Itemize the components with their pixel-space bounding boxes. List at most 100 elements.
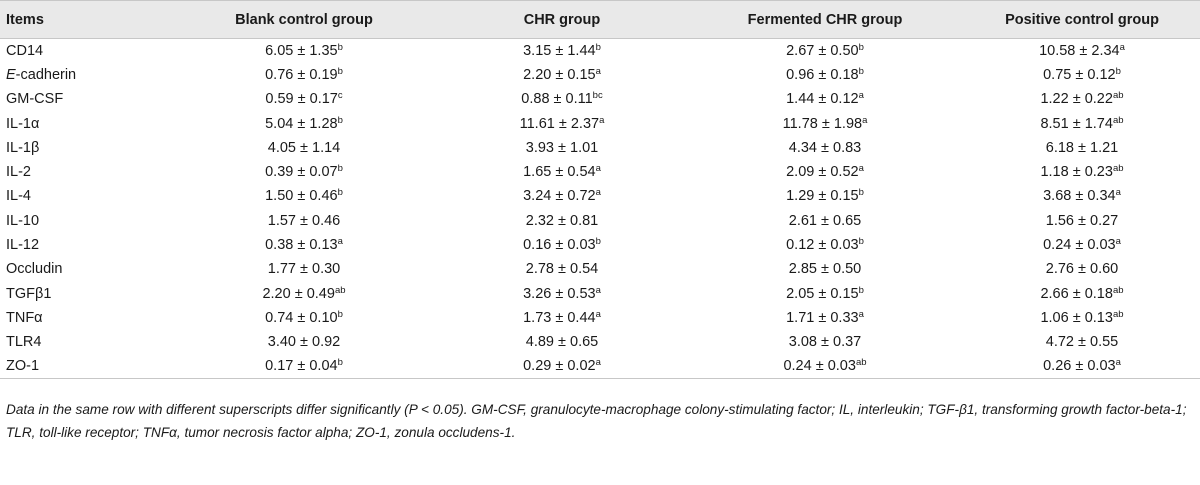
significance-superscript: a	[595, 163, 601, 175]
mean-sd-value: 1.71 ± 0.33	[786, 309, 859, 326]
mean-sd-value: 1.57 ± 0.46	[267, 212, 341, 229]
item-text: IL-12	[6, 237, 40, 254]
data-table: Items Blank control group CHR group Ferm…	[0, 0, 1200, 380]
mean-sd-value: 3.93 ± 1.01	[525, 139, 599, 156]
mean-sd-value: 0.24 ± 0.03	[1043, 237, 1116, 254]
significance-superscript: b	[337, 187, 343, 199]
mean-sd-value: 11.61 ± 2.37	[519, 115, 600, 132]
item-text: Occludin	[6, 261, 63, 278]
significance-superscript: b	[337, 114, 343, 126]
mean-sd-value: 1.22 ± 0.22	[1040, 91, 1113, 108]
significance-superscript: ab	[1112, 308, 1124, 320]
item-text: ZO-1	[6, 358, 40, 375]
mean-sd-value: 1.44 ± 0.12	[786, 91, 859, 108]
significance-superscript: b	[337, 41, 343, 53]
mean-sd-value: 2.76 ± 0.60	[1045, 261, 1119, 278]
mean-sd-value: 1.29 ± 0.15	[786, 188, 859, 205]
row-item-label: IL-10	[0, 209, 170, 233]
table-body: CD14 6.05 ± 1.35b 3.15 ± 1.44b 2.67 ± 0.50b…	[0, 39, 1200, 380]
value-cell: 3.08 ± 0.37	[686, 330, 964, 354]
table-row: IL-1β 4.05 ± 1.14 3.93 ± 1.01 4.34 ± 0.83 6.…	[0, 136, 1200, 160]
significance-superscript: a	[595, 284, 601, 296]
value-cell: 1.57 ± 0.46	[170, 209, 438, 233]
mean-sd-value: 2.20 ± 0.15	[523, 66, 596, 83]
mean-sd-value: 1.06 ± 0.13	[1040, 309, 1113, 326]
significance-superscript: b	[337, 308, 343, 320]
row-item-label: ZO-1	[0, 354, 170, 380]
significance-superscript: a	[1115, 236, 1121, 248]
mean-sd-value: 0.59 ± 0.17	[265, 91, 338, 108]
item-italic-part: E	[6, 66, 16, 83]
value-cell: 3.15 ± 1.44b	[438, 39, 686, 63]
value-cell: 1.71 ± 0.33a	[686, 306, 964, 330]
value-cell: 2.67 ± 0.50b	[686, 39, 964, 63]
significance-superscript: ab	[1112, 284, 1124, 296]
significance-superscript: a	[1115, 187, 1121, 199]
table-row: IL-10 1.57 ± 0.46 2.32 ± 0.81 2.61 ± 0.65 1.…	[0, 209, 1200, 233]
table-row: TLR4 3.40 ± 0.92 4.89 ± 0.65 3.08 ± 0.37 4.7…	[0, 330, 1200, 354]
item-text: TGFβ1	[6, 285, 52, 302]
significance-superscript: c	[337, 90, 343, 102]
value-cell: 2.66 ± 0.18ab	[964, 281, 1200, 305]
mean-sd-value: 0.76 ± 0.19	[265, 66, 338, 83]
mean-sd-value: 1.56 ± 0.27	[1045, 212, 1119, 229]
value-cell: 1.50 ± 0.46b	[170, 184, 438, 208]
mean-sd-value: 0.12 ± 0.03	[786, 237, 859, 254]
mean-sd-value: 0.17 ± 0.04	[265, 358, 338, 375]
significance-superscript: b	[1115, 65, 1121, 77]
row-item-label: TNFα	[0, 306, 170, 330]
value-cell: 0.17 ± 0.04b	[170, 354, 438, 380]
value-cell: 1.29 ± 0.15b	[686, 184, 964, 208]
value-cell: 0.12 ± 0.03b	[686, 233, 964, 257]
mean-sd-value: 2.85 ± 0.50	[788, 261, 862, 278]
mean-sd-value: 11.78 ± 1.98	[782, 115, 863, 132]
table-row: IL-2 0.39 ± 0.07b 1.65 ± 0.54a 2.09 ± 0.52a…	[0, 160, 1200, 184]
row-item-label: CD14	[0, 39, 170, 63]
mean-sd-value: 2.05 ± 0.15	[786, 285, 859, 302]
row-item-label: Occludin	[0, 257, 170, 281]
item-text: CD14	[6, 42, 44, 59]
mean-sd-value: 1.73 ± 0.44	[523, 309, 596, 326]
mean-sd-value: 4.34 ± 0.83	[788, 139, 862, 156]
table-row: IL-4 1.50 ± 0.46b 3.24 ± 0.72a 1.29 ± 0.15b…	[0, 184, 1200, 208]
value-cell: 8.51 ± 1.74ab	[964, 111, 1200, 135]
mean-sd-value: 2.09 ± 0.52	[786, 164, 859, 181]
significance-superscript: a	[1115, 357, 1121, 369]
row-item-label: E-cadherin	[0, 63, 170, 87]
value-cell: 0.75 ± 0.12b	[964, 63, 1200, 87]
value-cell: 6.05 ± 1.35b	[170, 39, 438, 63]
value-cell: 1.73 ± 0.44a	[438, 306, 686, 330]
value-cell: 11.78 ± 1.98a	[686, 111, 964, 135]
mean-sd-value: 2.61 ± 0.65	[788, 212, 862, 229]
value-cell: 5.04 ± 1.28b	[170, 111, 438, 135]
value-cell: 2.32 ± 0.81	[438, 209, 686, 233]
header-blank-control: Blank control group	[170, 0, 438, 39]
mean-sd-value: 0.24 ± 0.03	[783, 358, 856, 375]
significance-superscript: a	[337, 236, 343, 248]
value-cell: 1.18 ± 0.23ab	[964, 160, 1200, 184]
mean-sd-value: 0.26 ± 0.03	[1043, 358, 1116, 375]
mean-sd-value: 3.40 ± 0.92	[267, 334, 341, 351]
significance-superscript: a	[858, 308, 864, 320]
mean-sd-value: 3.68 ± 0.34	[1043, 188, 1116, 205]
significance-superscript: ab	[1112, 114, 1124, 126]
significance-superscript: a	[862, 114, 868, 126]
table-footnote: Data in the same row with different supe…	[6, 402, 1187, 440]
header-row: Items Blank control group CHR group Ferm…	[0, 0, 1200, 39]
significance-superscript: ab	[855, 357, 867, 369]
mean-sd-value: 4.05 ± 1.14	[267, 139, 341, 156]
value-cell: 0.38 ± 0.13a	[170, 233, 438, 257]
table-row: TGFβ1 2.20 ± 0.49ab 3.26 ± 0.53a 2.05 ± 0.1…	[0, 281, 1200, 305]
mean-sd-value: 0.39 ± 0.07	[265, 164, 338, 181]
significance-superscript: b	[595, 236, 601, 248]
value-cell: 3.24 ± 0.72a	[438, 184, 686, 208]
value-cell: 0.88 ± 0.11bc	[438, 87, 686, 111]
significance-superscript: a	[1119, 41, 1125, 53]
value-cell: 11.61 ± 2.37a	[438, 111, 686, 135]
item-text: TLR4	[6, 334, 42, 351]
value-cell: 1.77 ± 0.30	[170, 257, 438, 281]
table-row: Occludin 1.77 ± 0.30 2.78 ± 0.54 2.85 ± 0.5…	[0, 257, 1200, 281]
significance-superscript: ab	[1112, 90, 1124, 102]
row-item-label: TGFβ1	[0, 281, 170, 305]
